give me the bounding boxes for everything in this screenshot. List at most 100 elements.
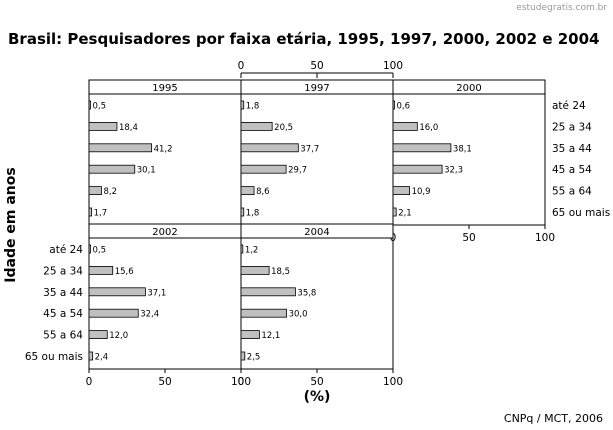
bar bbox=[88, 207, 92, 217]
bar bbox=[392, 100, 395, 110]
data-label: 1,8 bbox=[246, 209, 260, 219]
panel-year-label: 2004 bbox=[304, 227, 329, 238]
bar bbox=[392, 186, 410, 196]
bar bbox=[392, 143, 452, 153]
data-label: 29,7 bbox=[288, 166, 307, 176]
data-label: 2,1 bbox=[398, 209, 412, 219]
bar bbox=[88, 287, 146, 297]
panel-1995: 1995 0,5 18,4 41,2 30,1 8,2 1,7 bbox=[88, 79, 242, 225]
data-label: 1,7 bbox=[94, 209, 108, 219]
data-label: 20,5 bbox=[274, 123, 293, 133]
x-tick-label: 0 bbox=[86, 376, 93, 388]
bar bbox=[88, 330, 108, 340]
bar bbox=[88, 308, 139, 318]
bar bbox=[240, 308, 287, 318]
panel-year-label: 1995 bbox=[152, 83, 177, 94]
data-label: 41,2 bbox=[154, 144, 173, 154]
panel-header bbox=[392, 79, 546, 95]
bar bbox=[88, 351, 94, 361]
data-label: 37,1 bbox=[147, 288, 166, 298]
data-label: 37,7 bbox=[300, 144, 319, 154]
category-label: 45 a 54 bbox=[43, 308, 83, 320]
x-tick-label: 50 bbox=[310, 376, 323, 388]
bar bbox=[240, 244, 244, 254]
data-label: 12,1 bbox=[261, 331, 280, 341]
data-label: 2,4 bbox=[95, 353, 109, 363]
data-label: 30,0 bbox=[289, 310, 308, 320]
data-label: 30,1 bbox=[137, 166, 156, 176]
panel-header bbox=[240, 223, 394, 239]
bar bbox=[240, 100, 245, 110]
category-label: 55 a 64 bbox=[552, 186, 592, 198]
bar bbox=[240, 287, 296, 297]
category-label: 55 a 64 bbox=[43, 330, 83, 342]
x-tick-label: 100 bbox=[383, 60, 403, 72]
bar bbox=[392, 122, 418, 131]
panel-year-label: 2002 bbox=[152, 227, 177, 238]
panels: 1995 0,5 18,4 41,2 30,1 8,2 1,7 1997 1,8 20,5 37,7… bbox=[25, 60, 610, 388]
bar bbox=[88, 164, 136, 174]
data-label: 0,6 bbox=[397, 102, 411, 112]
panel-1997: 1997 1,8 20,5 37,7 29,7 8,6 1,8 0 50 100 bbox=[238, 60, 403, 225]
bar bbox=[88, 244, 91, 254]
data-label: 0,5 bbox=[93, 246, 107, 256]
x-tick-label: 0 bbox=[238, 376, 245, 388]
panel-year-label: 1997 bbox=[304, 83, 329, 94]
category-label: até 24 bbox=[49, 244, 83, 256]
bar bbox=[88, 143, 153, 153]
y-axis-label: Idade em anos bbox=[3, 167, 19, 282]
data-label: 12,0 bbox=[109, 331, 128, 341]
x-tick-label: 100 bbox=[383, 376, 403, 388]
category-label: 65 ou mais bbox=[552, 207, 610, 219]
data-label: 8,2 bbox=[103, 187, 117, 197]
bar bbox=[240, 330, 260, 340]
x-tick-label: 50 bbox=[158, 376, 171, 388]
bar bbox=[88, 122, 118, 131]
data-label: 1,2 bbox=[245, 246, 259, 256]
category-label: 35 a 44 bbox=[43, 287, 83, 299]
bar bbox=[88, 186, 102, 196]
data-label: 8,6 bbox=[256, 187, 270, 197]
category-label: até 24 bbox=[552, 100, 586, 112]
bar bbox=[240, 164, 287, 174]
bar bbox=[240, 265, 270, 275]
x-axis-label: (%) bbox=[304, 389, 331, 405]
category-label: 45 a 54 bbox=[552, 164, 592, 176]
data-label: 32,3 bbox=[444, 166, 463, 176]
bar bbox=[240, 207, 245, 217]
category-label: 25 a 34 bbox=[43, 265, 83, 277]
bar bbox=[88, 100, 91, 110]
x-tick-label: 100 bbox=[231, 376, 251, 388]
data-label: 18,5 bbox=[271, 267, 290, 277]
data-label: 18,4 bbox=[119, 123, 138, 133]
data-label: 38,1 bbox=[453, 144, 472, 154]
bar bbox=[240, 351, 246, 361]
data-label: 15,6 bbox=[115, 267, 134, 277]
bar bbox=[240, 186, 255, 196]
category-label: 25 a 34 bbox=[552, 121, 592, 133]
x-tick-label: 100 bbox=[535, 232, 555, 244]
panel-2002: 2002 0,5 15,6 37,1 32,4 12,0 2,4 até 24 25 a 34 3… bbox=[25, 223, 251, 388]
panel-2000: 2000 0,6 16,0 38,1 32,3 10,9 2,1 até 24 25 a 34 3… bbox=[390, 79, 610, 244]
category-label: 35 a 44 bbox=[552, 143, 592, 155]
bar bbox=[392, 207, 397, 217]
data-label: 10,9 bbox=[412, 187, 431, 197]
data-label: 1,8 bbox=[246, 102, 260, 112]
panel-2004: 2004 1,2 18,5 35,8 30,0 12,1 2,5 0 50 100 bbox=[238, 223, 403, 388]
watermark: estudegratis.com.br bbox=[516, 3, 607, 13]
data-label: 0,5 bbox=[93, 102, 107, 112]
x-tick-label: 0 bbox=[238, 60, 245, 72]
bar bbox=[240, 122, 273, 131]
panel-year-label: 2000 bbox=[456, 83, 481, 94]
category-label: 65 ou mais bbox=[25, 351, 83, 363]
data-label: 2,5 bbox=[247, 353, 261, 363]
data-label: 32,4 bbox=[140, 310, 159, 320]
data-label: 16,0 bbox=[419, 123, 438, 133]
bar bbox=[240, 143, 299, 153]
x-tick-label: 50 bbox=[462, 232, 475, 244]
source-note: CNPq / MCT, 2006 bbox=[503, 412, 603, 425]
chart-title: Brasil: Pesquisadores por faixa etária, … bbox=[8, 30, 600, 48]
data-label: 35,8 bbox=[297, 288, 316, 298]
x-tick-label: 50 bbox=[310, 60, 323, 72]
